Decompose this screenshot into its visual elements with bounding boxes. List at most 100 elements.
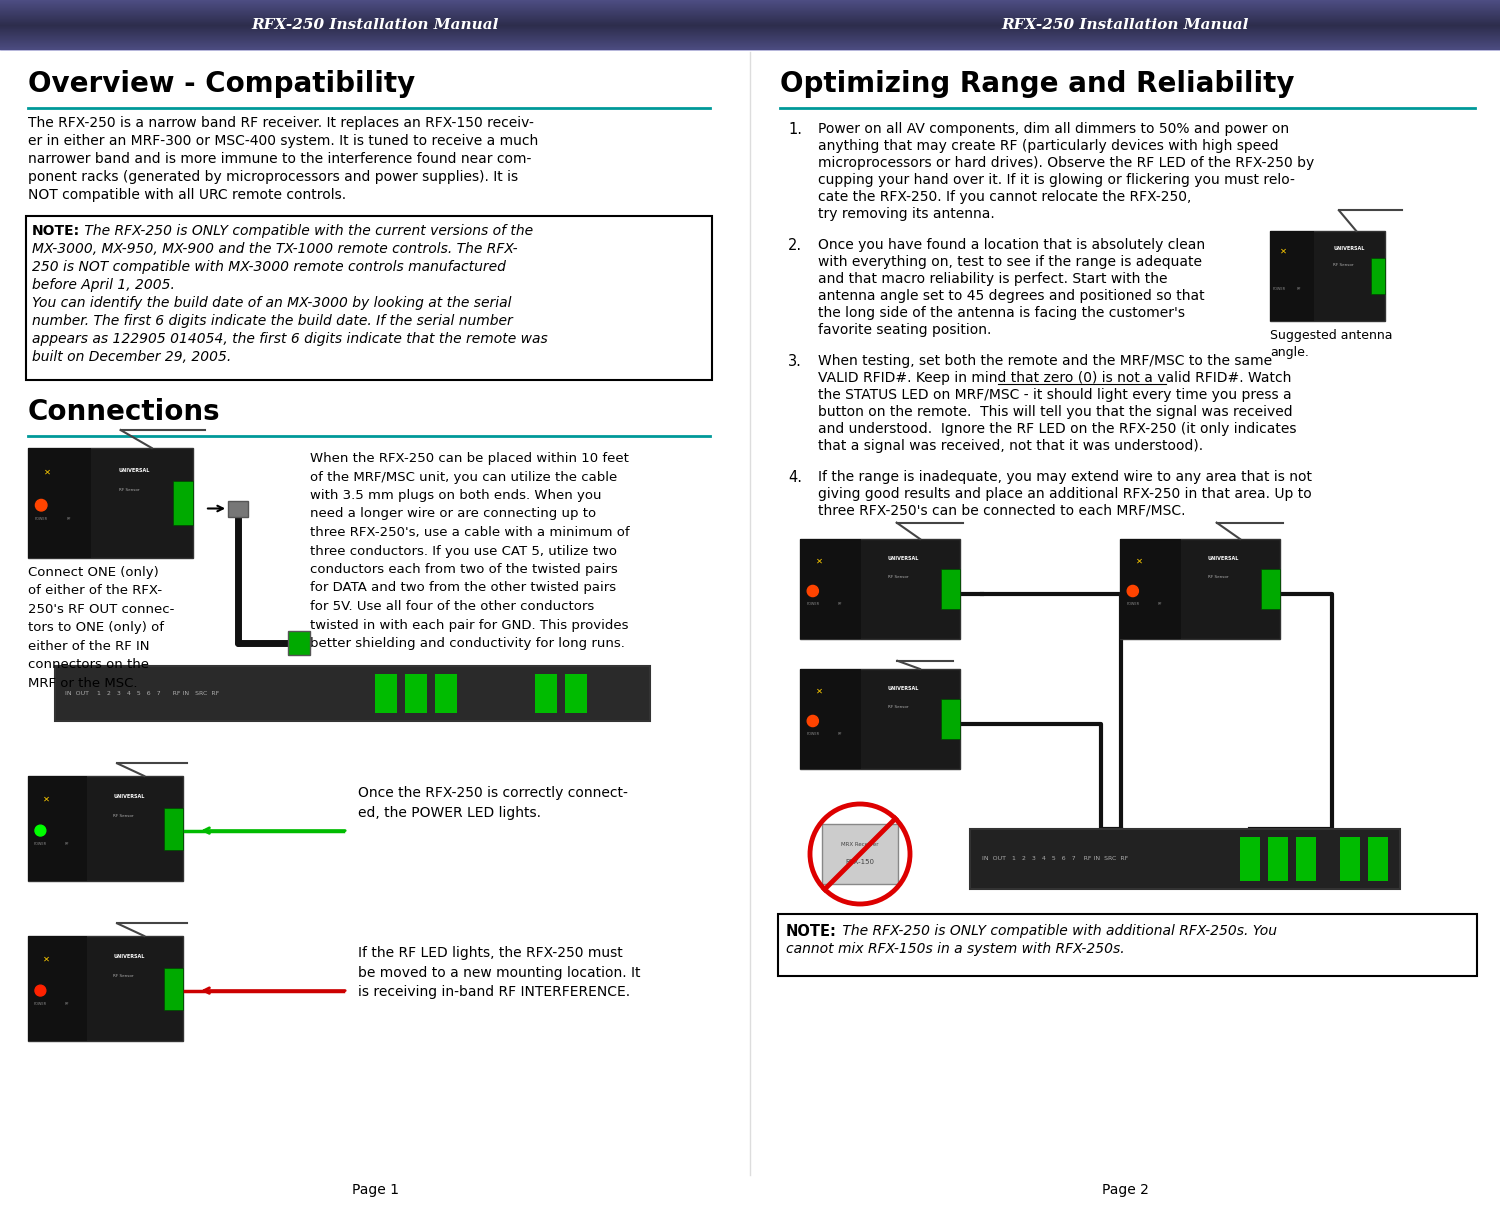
Text: The RFX-250 is a narrow band RF receiver. It replaces an RFX-150 receiv-: The RFX-250 is a narrow band RF receiver…	[28, 116, 534, 129]
FancyBboxPatch shape	[1340, 837, 1360, 881]
Text: IN  OUT   1   2   3   4   5   6   7    RF IN  SRC  RF: IN OUT 1 2 3 4 5 6 7 RF IN SRC RF	[982, 857, 1128, 862]
Text: RF: RF	[64, 1002, 69, 1007]
FancyBboxPatch shape	[165, 807, 183, 849]
Text: favorite seating position.: favorite seating position.	[818, 323, 992, 338]
Text: cannot mix RFX-150s in a system with RFX-250s.: cannot mix RFX-150s in a system with RFX…	[786, 943, 1125, 956]
Text: before April 1, 2005.: before April 1, 2005.	[32, 278, 176, 292]
Text: ✕: ✕	[44, 955, 50, 963]
Text: button on the remote.  This will tell you that the signal was received: button on the remote. This will tell you…	[818, 405, 1293, 419]
FancyBboxPatch shape	[1268, 837, 1288, 881]
Text: ✕: ✕	[45, 468, 51, 477]
Circle shape	[807, 586, 819, 597]
Text: RF Sensor: RF Sensor	[1334, 264, 1354, 267]
Text: RF Sensor: RF Sensor	[888, 705, 909, 709]
Text: antenna angle set to 45 degrees and positioned so that: antenna angle set to 45 degrees and posi…	[818, 289, 1204, 302]
Text: ✕: ✕	[816, 557, 822, 565]
Text: Connect ONE (only)
of either of the RFX-
250's RF OUT connec-
tors to ONE (only): Connect ONE (only) of either of the RFX-…	[28, 566, 174, 690]
Text: er in either an MRF-300 or MSC-400 system. It is tuned to receive a much: er in either an MRF-300 or MSC-400 syste…	[28, 134, 538, 148]
Text: UNIVERSAL: UNIVERSAL	[118, 467, 150, 472]
Text: ✕: ✕	[1281, 247, 1287, 255]
FancyBboxPatch shape	[1296, 837, 1316, 881]
Text: narrower band and is more immune to the interference found near com-: narrower band and is more immune to the …	[28, 152, 531, 166]
Text: and that macro reliability is perfect. Start with the: and that macro reliability is perfect. S…	[818, 272, 1167, 286]
Text: NOTE:: NOTE:	[786, 924, 837, 939]
Text: If the range is inadequate, you may extend wire to any area that is not: If the range is inadequate, you may exte…	[818, 469, 1312, 484]
FancyBboxPatch shape	[28, 448, 90, 558]
Text: 2.: 2.	[788, 238, 802, 253]
Text: If the RF LED lights, the RFX-250 must
be moved to a new mounting location. It
i: If the RF LED lights, the RFX-250 must b…	[358, 946, 640, 999]
FancyBboxPatch shape	[536, 674, 556, 713]
Text: RF Sensor: RF Sensor	[1208, 575, 1228, 580]
Text: Overview - Compatibility: Overview - Compatibility	[28, 70, 416, 98]
FancyBboxPatch shape	[778, 914, 1478, 976]
FancyBboxPatch shape	[405, 674, 427, 713]
Text: You can identify the build date of an MX-3000 by looking at the serial: You can identify the build date of an MX…	[32, 296, 512, 310]
Text: Optimizing Range and Reliability: Optimizing Range and Reliability	[780, 70, 1294, 98]
Text: POWER: POWER	[34, 1002, 46, 1007]
Text: giving good results and place an additional RFX-250 in that area. Up to: giving good results and place an additio…	[818, 486, 1311, 501]
Text: RF: RF	[64, 842, 69, 846]
Text: POWER: POWER	[806, 603, 819, 606]
FancyBboxPatch shape	[288, 630, 310, 655]
FancyBboxPatch shape	[1270, 231, 1314, 321]
Text: UNIVERSAL: UNIVERSAL	[114, 795, 144, 800]
FancyBboxPatch shape	[940, 699, 960, 739]
Text: appears as 122905 014054, the first 6 digits indicate that the remote was: appears as 122905 014054, the first 6 di…	[32, 332, 548, 346]
Text: UNIVERSAL: UNIVERSAL	[114, 955, 144, 960]
Circle shape	[1126, 586, 1138, 597]
Text: Power on all AV components, dim all dimmers to 50% and power on: Power on all AV components, dim all dimm…	[818, 122, 1288, 136]
Circle shape	[34, 825, 46, 836]
FancyBboxPatch shape	[566, 674, 586, 713]
FancyBboxPatch shape	[435, 674, 457, 713]
FancyBboxPatch shape	[165, 968, 183, 1009]
Text: 3.: 3.	[788, 355, 802, 369]
Text: the long side of the antenna is facing the customer's: the long side of the antenna is facing t…	[818, 306, 1185, 319]
FancyBboxPatch shape	[375, 674, 398, 713]
Text: anything that may create RF (particularly devices with high speed: anything that may create RF (particularl…	[818, 139, 1278, 152]
Text: POWER: POWER	[806, 732, 819, 736]
FancyBboxPatch shape	[28, 937, 183, 1041]
Text: RF: RF	[837, 603, 843, 606]
Text: ✕: ✕	[1136, 557, 1143, 565]
Text: When the RFX-250 can be placed within 10 feet
of the MRF/MSC unit, you can utili: When the RFX-250 can be placed within 10…	[310, 453, 630, 650]
FancyBboxPatch shape	[1120, 538, 1180, 639]
Circle shape	[36, 500, 46, 511]
Text: The RFX-250 is ONLY compatible with the current versions of the: The RFX-250 is ONLY compatible with the …	[80, 224, 532, 238]
Text: MRX Receiver: MRX Receiver	[842, 841, 879, 847]
Text: three RFX-250's can be connected to each MRF/MSC.: three RFX-250's can be connected to each…	[818, 505, 1185, 518]
Text: The RFX-250 is ONLY compatible with additional RFX-250s. You: The RFX-250 is ONLY compatible with addi…	[839, 924, 1276, 938]
Text: Page 2: Page 2	[1101, 1183, 1149, 1197]
Text: Connections: Connections	[28, 398, 220, 426]
FancyBboxPatch shape	[822, 824, 898, 885]
Text: 250 is NOT compatible with MX-3000 remote controls manufactured: 250 is NOT compatible with MX-3000 remot…	[32, 260, 506, 273]
FancyBboxPatch shape	[800, 669, 861, 770]
FancyBboxPatch shape	[1270, 231, 1384, 321]
Text: POWER: POWER	[34, 842, 46, 846]
FancyBboxPatch shape	[28, 776, 87, 881]
FancyBboxPatch shape	[28, 937, 87, 1041]
Text: POWER: POWER	[1126, 603, 1140, 606]
Text: RFX-250 Installation Manual: RFX-250 Installation Manual	[252, 18, 498, 31]
Text: IN  OUT    1   2   3   4   5   6   7      RF IN   SRC  RF: IN OUT 1 2 3 4 5 6 7 RF IN SRC RF	[64, 691, 219, 696]
Text: RF: RF	[837, 732, 843, 736]
Text: that a signal was received, not that it was understood).: that a signal was received, not that it …	[818, 439, 1203, 453]
Text: cupping your hand over it. If it is glowing or flickering you must relo-: cupping your hand over it. If it is glow…	[818, 173, 1294, 188]
Text: ✕: ✕	[816, 686, 822, 696]
Text: cate the RFX-250. If you cannot relocate the RFX-250,: cate the RFX-250. If you cannot relocate…	[818, 190, 1191, 204]
FancyBboxPatch shape	[228, 501, 248, 517]
Text: RF: RF	[68, 518, 72, 522]
Text: Suggested antenna
angle.: Suggested antenna angle.	[1270, 329, 1392, 359]
Text: UNIVERSAL: UNIVERSAL	[888, 686, 920, 691]
FancyBboxPatch shape	[56, 666, 650, 721]
Text: number. The first 6 digits indicate the build date. If the serial number: number. The first 6 digits indicate the …	[32, 315, 513, 328]
Text: and understood.  Ignore the RF LED on the RFX-250 (it only indicates: and understood. Ignore the RF LED on the…	[818, 422, 1296, 436]
Text: 4.: 4.	[788, 469, 802, 485]
Text: RFX-250 Installation Manual: RFX-250 Installation Manual	[1002, 18, 1248, 31]
Text: NOT compatible with all URC remote controls.: NOT compatible with all URC remote contr…	[28, 188, 347, 202]
Text: Page 1: Page 1	[351, 1183, 399, 1197]
FancyBboxPatch shape	[970, 829, 1400, 889]
FancyBboxPatch shape	[26, 217, 712, 380]
Text: UNIVERSAL: UNIVERSAL	[1334, 247, 1365, 252]
Text: UNIVERSAL: UNIVERSAL	[888, 557, 920, 561]
Text: with everything on, test to see if the range is adequate: with everything on, test to see if the r…	[818, 255, 1202, 269]
